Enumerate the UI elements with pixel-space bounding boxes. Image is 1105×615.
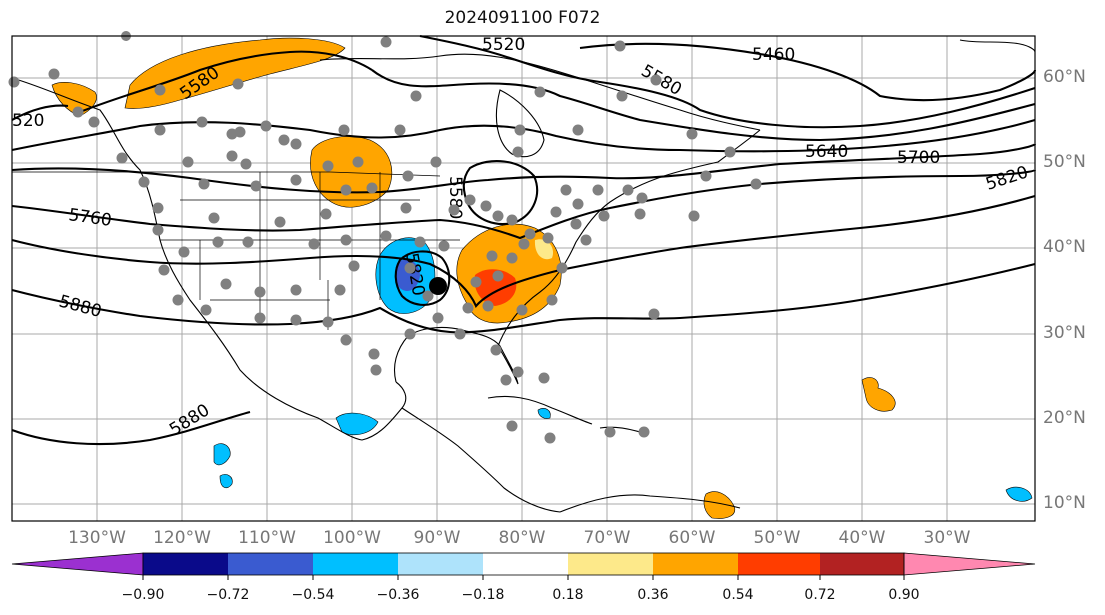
height-contours bbox=[11, 34, 1037, 446]
colorbar-segment bbox=[738, 553, 820, 575]
colorbar-segment bbox=[143, 553, 228, 575]
colorbar-tick-label: 0.36 bbox=[637, 587, 669, 603]
lon-label: 90°W bbox=[413, 528, 461, 548]
lon-label: 130°W bbox=[68, 528, 126, 548]
shade-orange-atlantic-east bbox=[861, 377, 896, 412]
lat-label: 30°N bbox=[1043, 323, 1086, 343]
lon-label: 50°W bbox=[753, 528, 801, 548]
lon-label: 120°W bbox=[153, 528, 211, 548]
colorbar-tick-label: −0.18 bbox=[461, 587, 505, 603]
contour-label: 5640 bbox=[805, 142, 848, 162]
shade-orange-canada-west bbox=[124, 37, 346, 109]
anomaly-shading bbox=[51, 37, 1033, 519]
coast-canada-north bbox=[319, 53, 761, 131]
colorbar-tick-label: −0.36 bbox=[376, 587, 420, 603]
contour-5820 bbox=[11, 194, 1036, 308]
colorbar-tick-label: 0.54 bbox=[722, 587, 754, 603]
lon-label: 30°W bbox=[923, 528, 971, 548]
lon-label: 100°W bbox=[323, 528, 381, 548]
colorbar-tick-label: −0.54 bbox=[291, 587, 335, 603]
coast-hispaniola bbox=[599, 426, 641, 433]
colorbar-segment bbox=[820, 553, 904, 575]
contour-5580-west bbox=[79, 50, 373, 113]
contour-5460 bbox=[579, 42, 1037, 102]
shade-lightblue-cuba bbox=[537, 408, 551, 419]
colorbar-tick-label: 0.90 bbox=[888, 587, 920, 603]
colorbar-segment bbox=[398, 553, 483, 575]
shade-lightblue-pacific2 bbox=[219, 474, 233, 489]
contour-closed-low bbox=[394, 250, 451, 306]
coast-east bbox=[497, 129, 761, 347]
colorbar-segment bbox=[568, 553, 653, 575]
map-frame bbox=[11, 35, 1036, 522]
coast-hudson bbox=[495, 89, 545, 158]
colorbar-segment bbox=[653, 553, 738, 575]
colorbar-segment bbox=[313, 553, 398, 575]
gridlines bbox=[12, 36, 1035, 521]
lon-label: 80°W bbox=[498, 528, 546, 548]
station-dots bbox=[8, 31, 762, 444]
coast-south-america bbox=[559, 494, 741, 513]
coastlines bbox=[11, 39, 1036, 513]
colorbar-segment bbox=[483, 553, 568, 575]
map-title: 2024091100 F072 bbox=[444, 8, 601, 28]
contour-label: 5460 bbox=[752, 45, 795, 65]
contour-label: 520 bbox=[12, 111, 44, 131]
coast-central-america bbox=[401, 407, 561, 513]
colorbar-tick-label: 0.72 bbox=[804, 587, 836, 603]
contour-5880-upper bbox=[11, 262, 1036, 334]
contour-5880-lower bbox=[11, 410, 251, 446]
contour-label: 5700 bbox=[897, 148, 940, 168]
lon-label: 40°W bbox=[838, 528, 886, 548]
lon-label: 110°W bbox=[238, 528, 296, 548]
lon-label: 70°W bbox=[583, 528, 631, 548]
shade-lightblue-mexico bbox=[335, 412, 379, 435]
shade-lightblue-pacific bbox=[213, 443, 231, 466]
contour-5700 bbox=[11, 142, 1037, 194]
contour-5760 bbox=[11, 168, 1037, 240]
coast-gulf bbox=[393, 326, 519, 385]
lat-label: 20°N bbox=[1043, 408, 1086, 428]
contour-5580-east bbox=[371, 69, 1036, 142]
coast-greenland bbox=[959, 39, 1036, 53]
center-marker bbox=[429, 277, 447, 295]
colorbar bbox=[11, 552, 1036, 580]
contour-5640 bbox=[11, 118, 1036, 153]
coast-cuba bbox=[487, 395, 593, 425]
lat-label: 40°N bbox=[1043, 237, 1086, 257]
lat-label: 50°N bbox=[1043, 152, 1086, 172]
lon-label: 60°W bbox=[668, 528, 716, 548]
colorbar-segment bbox=[228, 553, 313, 575]
contour-5520 bbox=[11, 34, 1036, 129]
shade-lightblue-atlantic bbox=[1005, 486, 1033, 502]
lat-label: 60°N bbox=[1043, 67, 1086, 87]
contour-label: 5520 bbox=[482, 35, 525, 55]
coast-north-america-west bbox=[11, 77, 407, 441]
colorbar-tick-label: 0.18 bbox=[552, 587, 584, 603]
colorbar-tick-label: −0.72 bbox=[206, 587, 250, 603]
colorbar-extend-right bbox=[903, 552, 1036, 576]
shade-orange-south-america bbox=[703, 491, 736, 519]
colorbar-tick-label: −0.90 bbox=[121, 587, 165, 603]
lat-label: 10°N bbox=[1043, 493, 1086, 513]
shade-yellow-southeast bbox=[534, 239, 554, 260]
colorbar-extend-left bbox=[11, 552, 144, 576]
